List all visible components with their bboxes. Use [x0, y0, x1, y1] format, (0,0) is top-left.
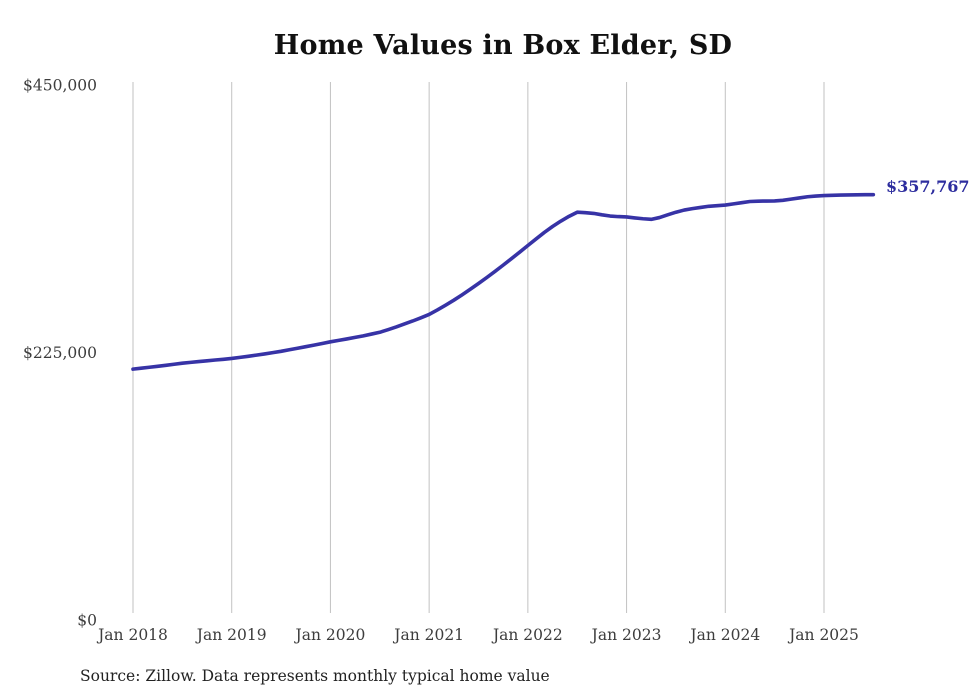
final-value-label: $357,767 — [886, 177, 970, 196]
x-tick-label: Jan 2025 — [787, 626, 859, 644]
y-tick-label: $450,000 — [23, 77, 97, 95]
x-tick-label: Jan 2024 — [688, 626, 760, 644]
x-tick-label: Jan 2020 — [294, 626, 366, 644]
x-tick-label: Jan 2019 — [195, 626, 267, 644]
x-tick-label: Jan 2022 — [491, 626, 563, 644]
x-tick-label: Jan 2018 — [96, 626, 168, 644]
x-tick-label: Jan 2021 — [392, 626, 464, 644]
x-tick-label: Jan 2023 — [590, 626, 662, 644]
y-tick-label: $225,000 — [23, 344, 97, 362]
y-tick-label: $0 — [77, 612, 97, 630]
home-value-line — [131, 192, 876, 371]
source-note: Source: Zillow. Data represents monthly … — [80, 667, 550, 685]
chart-title: Home Values in Box Elder, SD — [273, 30, 733, 61]
